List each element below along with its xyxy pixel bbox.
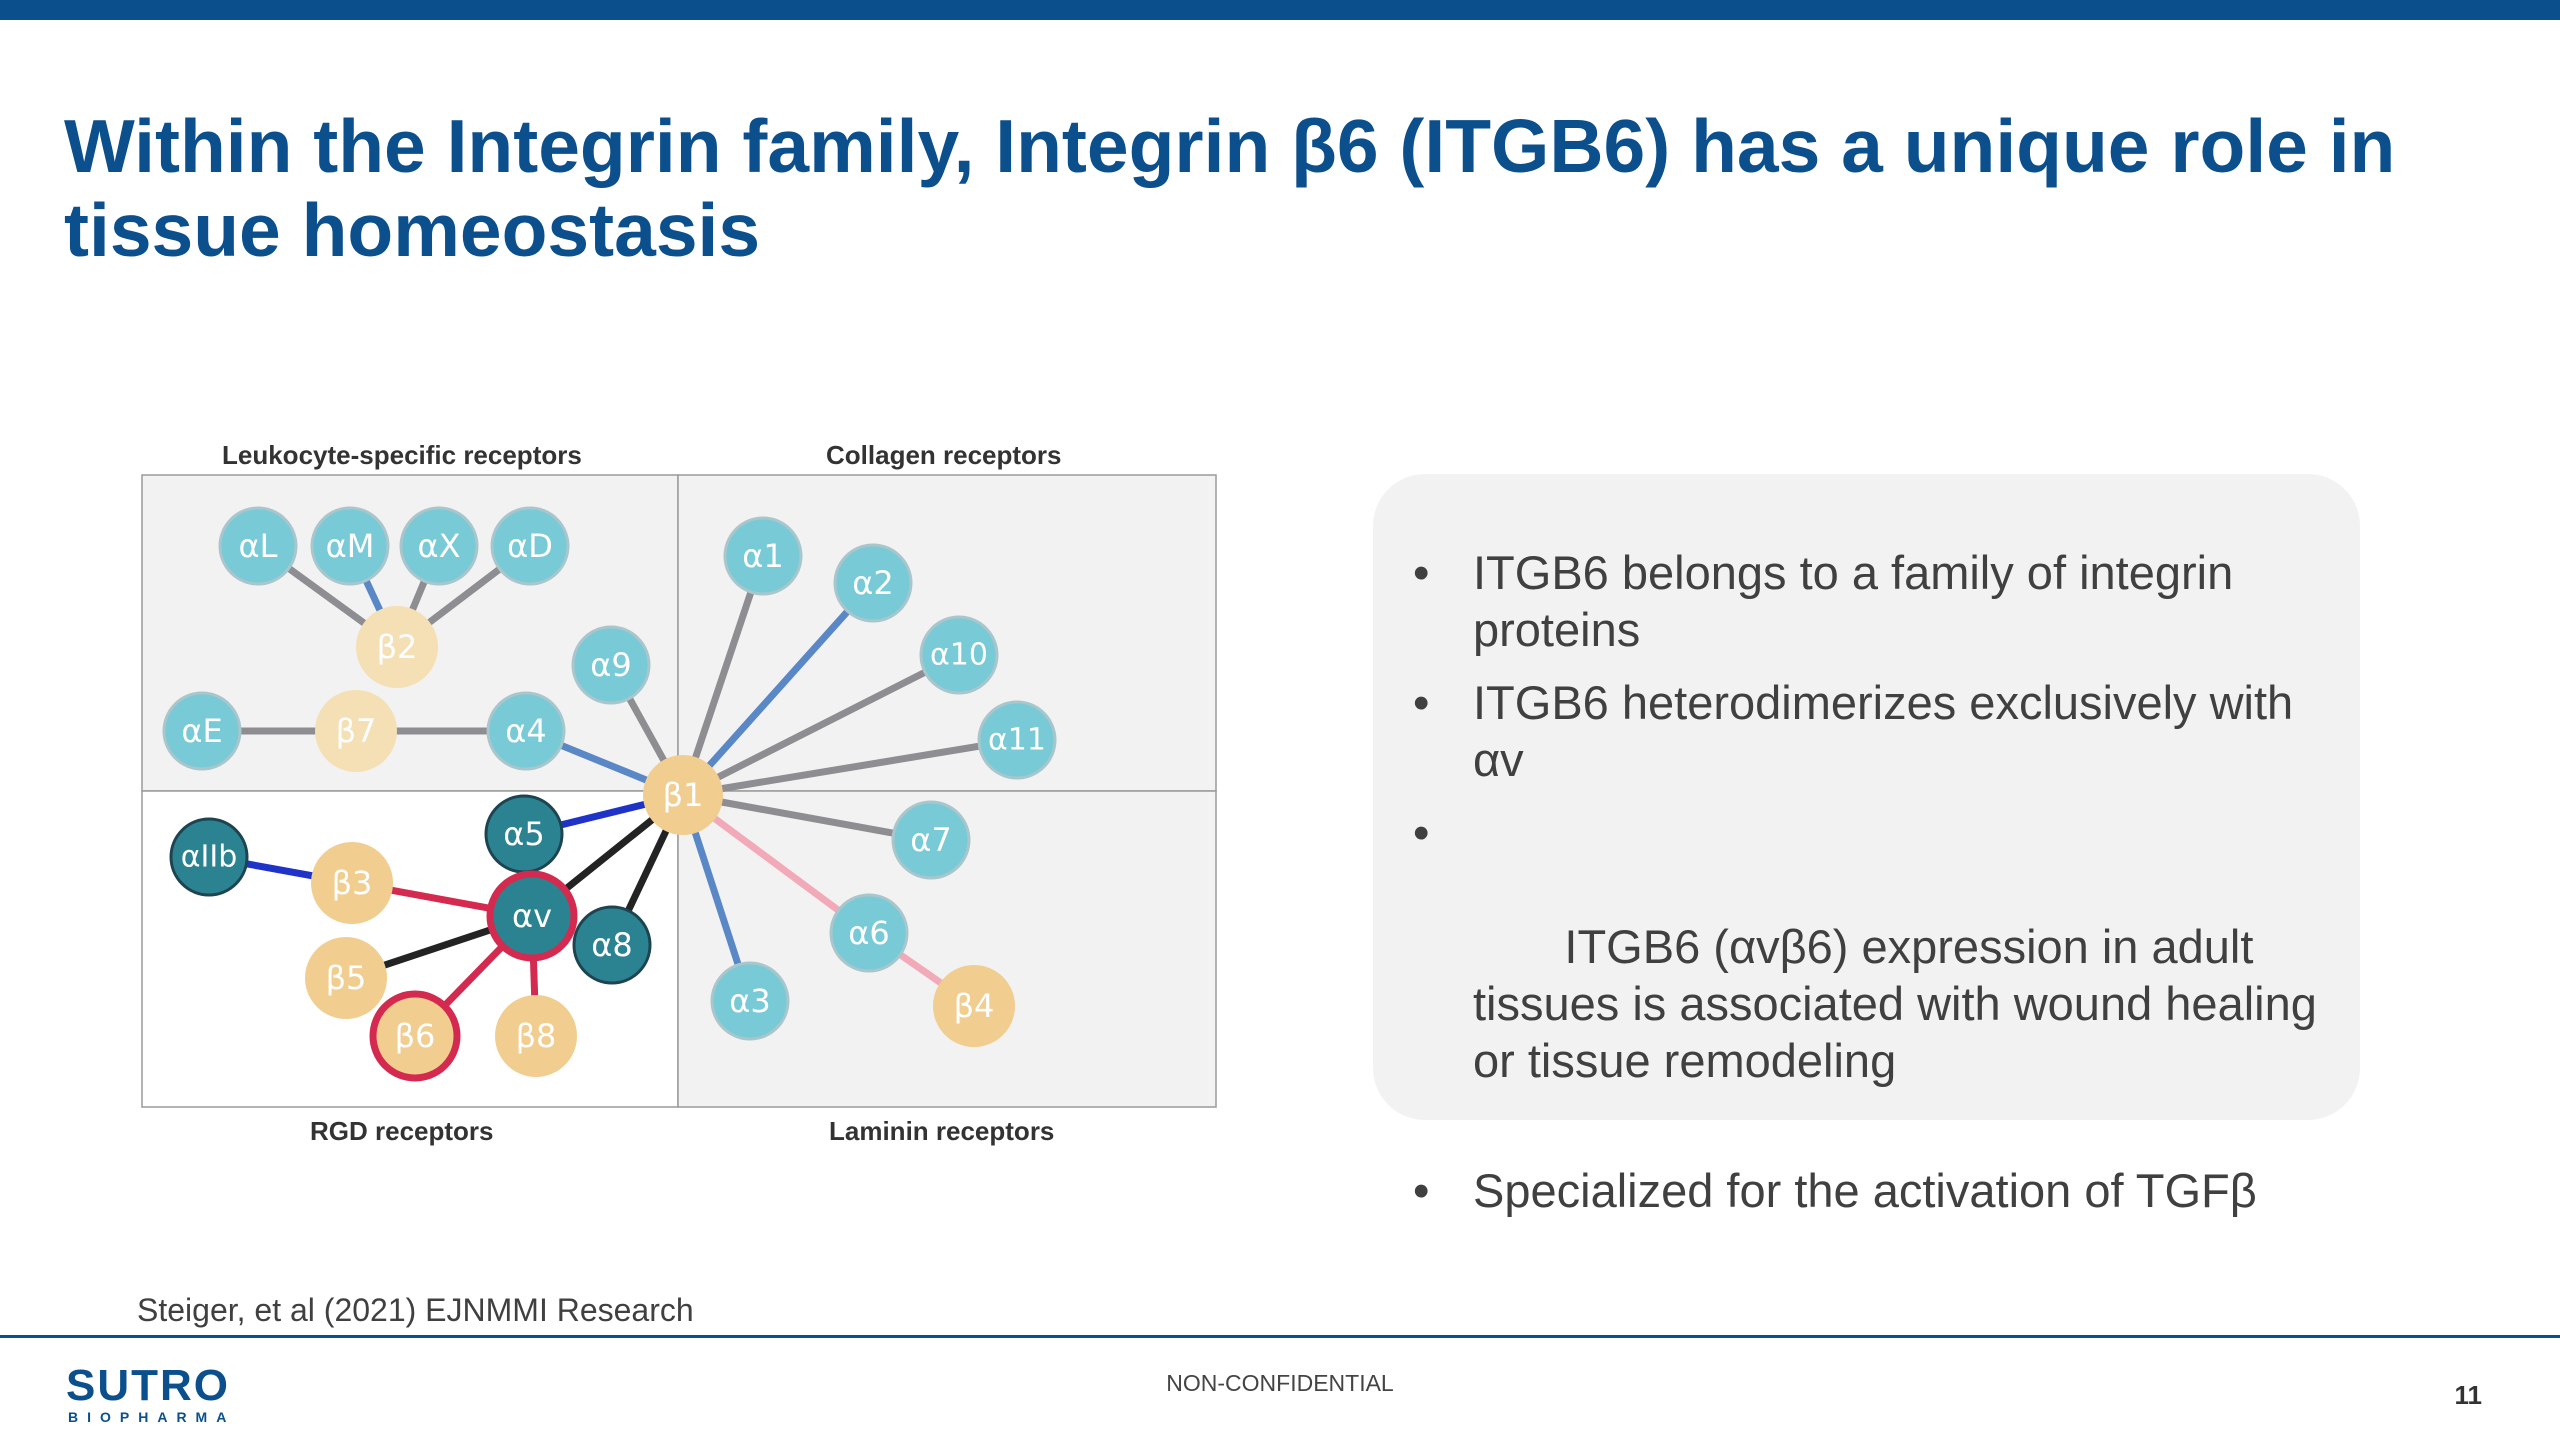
bullet-list: • ITGB6 belongs to a family of integrin … [1373, 544, 2360, 1235]
page-title: Within the Integrin family, Integrin β6 … [64, 104, 2396, 272]
node-a10: α10 [919, 615, 999, 695]
bullet-item: • ITGB6 belongs to a family of integrin … [1373, 544, 2360, 658]
label-collagen-receptors: Collagen receptors [826, 440, 1062, 470]
node-b4-label: β4 [954, 987, 995, 1025]
citation: Steiger, et al (2021) EJNMMI Research [137, 1292, 694, 1328]
label-leukocyte-receptors: Leukocyte-specific receptors [222, 440, 582, 470]
bullet-text: Specialized for the activation of TGFβ [1473, 1164, 2257, 1217]
node-aX-label: αX [417, 527, 460, 565]
node-a3: α3 [710, 961, 790, 1041]
bullet-marker: • [1413, 546, 1430, 599]
node-a6-label: α6 [848, 914, 889, 952]
node-a9: α9 [571, 625, 651, 705]
bullet-item: • Specialized for the activation of TGFβ [1373, 1162, 2360, 1219]
node-aM: αM [310, 506, 390, 586]
node-b3: β3 [311, 842, 393, 924]
node-a3-label: α3 [729, 982, 770, 1020]
node-a1: α1 [723, 516, 803, 596]
logo-wordmark: SUTRO [66, 1361, 230, 1410]
node-b7: β7 [315, 690, 397, 772]
node-a2: α2 [833, 543, 913, 623]
node-a4: α4 [486, 691, 566, 771]
node-aD: αD [490, 506, 570, 586]
top-accent-bar [0, 0, 2560, 20]
edge-b1-a2 [679, 579, 877, 799]
node-a4-label: α4 [505, 712, 546, 750]
node-b6-label: β6 [395, 1017, 436, 1055]
node-b5-label: β5 [326, 959, 367, 997]
node-aL-label: αL [239, 527, 278, 565]
bullet-marker: • [1413, 1164, 1430, 1217]
node-b6: β6 [369, 990, 461, 1082]
bullet-panel: • ITGB6 belongs to a family of integrin … [1373, 474, 2360, 1217]
bullet-item: • ITGB6 (αvβ6) expression in adult tissu… [1373, 804, 2360, 1146]
node-b2-label: β2 [377, 628, 418, 666]
edge-b1-a1 [679, 552, 767, 799]
node-aX: αX [399, 506, 479, 586]
bullet-text: ITGB6 (αvβ6) expression in adult tissues… [1473, 920, 2330, 1087]
confidentiality-label: NON-CONFIDENTIAL [1166, 1370, 1394, 1396]
bullet-item: • ITGB6 heterodimerizes exclusively with… [1373, 674, 2360, 788]
node-b5: β5 [305, 937, 387, 1019]
bullet-text: ITGB6 heterodimerizes exclusively with α… [1473, 676, 2294, 786]
node-b8-label: β8 [516, 1017, 557, 1055]
node-av: αv [486, 870, 578, 962]
sutro-logo: SUTRO BIOPHARMA [66, 1361, 256, 1425]
node-a5: α5 [484, 794, 564, 874]
node-a11: α11 [977, 700, 1057, 780]
node-a11-label: α11 [988, 723, 1046, 758]
node-b1-label: β1 [663, 776, 704, 814]
footer-divider [0, 1335, 2560, 1338]
label-rgd-receptors: RGD receptors [310, 1116, 494, 1146]
bullet-text: ITGB6 belongs to a family of integrin pr… [1473, 546, 2234, 656]
node-b2: β2 [356, 606, 438, 688]
node-a1-label: α1 [742, 537, 783, 575]
node-aIIb-label: αIIb [181, 840, 238, 875]
node-a7-label: α7 [910, 821, 951, 859]
node-a6: α6 [829, 893, 909, 973]
node-aL: αL [218, 506, 298, 586]
node-b4: β4 [933, 965, 1015, 1047]
edge-b1-a10 [679, 651, 963, 799]
node-aIIb: αIIb [169, 817, 249, 897]
bullet-marker: • [1413, 806, 1430, 859]
node-a9-label: α9 [590, 646, 631, 684]
node-a10-label: α10 [930, 638, 988, 673]
node-aM-label: αM [326, 527, 375, 565]
label-laminin-receptors: Laminin receptors [829, 1116, 1055, 1146]
node-b1: β1 [643, 755, 723, 835]
network-svg: αL αM αX αD β2 αE β7 α4 α9 α1 α2 α10 α11… [141, 474, 1217, 1108]
node-a7: α7 [891, 800, 971, 880]
node-a8-label: α8 [591, 926, 632, 964]
node-b8: β8 [495, 995, 577, 1077]
logo-subtitle: BIOPHARMA [68, 1409, 236, 1425]
node-b7-label: β7 [336, 712, 377, 750]
page-number: 11 [2454, 1380, 2483, 1410]
node-aD-label: αD [507, 527, 553, 565]
node-a2-label: α2 [852, 564, 893, 602]
integrin-network-diagram: Leukocyte-specific receptors Collagen re… [140, 430, 1220, 1150]
bullet-marker: • [1413, 676, 1430, 729]
node-av-label: αv [512, 897, 552, 935]
node-aE-label: αE [181, 712, 222, 750]
node-aE: αE [162, 691, 242, 771]
node-b3-label: β3 [332, 864, 373, 902]
node-a5-label: α5 [503, 815, 544, 853]
edge-b1-a7 [679, 791, 935, 844]
node-a8: α8 [572, 905, 652, 985]
edge-b1-a11 [679, 736, 1021, 799]
